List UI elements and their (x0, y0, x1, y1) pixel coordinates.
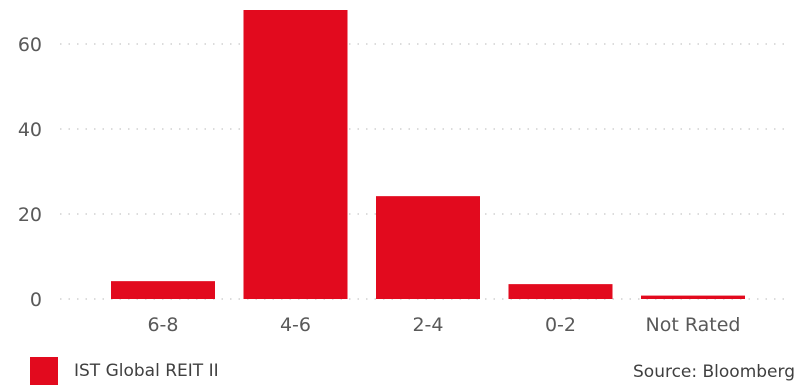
bar (111, 281, 215, 299)
x-tick-label: 4-6 (280, 314, 311, 336)
x-tick-label: Not Rated (646, 314, 741, 336)
legend-label: IST Global REIT II (74, 361, 219, 381)
x-axis-ticks: 6-8 4-6 2-4 0-2 Not Rated (147, 314, 740, 336)
y-tick-label: 20 (18, 204, 42, 226)
x-tick-label: 2-4 (412, 314, 443, 336)
x-tick-label: 0-2 (545, 314, 576, 336)
legend: IST Global REIT II (30, 357, 219, 385)
y-axis-ticks: 0 20 40 60 (18, 34, 42, 311)
source-note: Source: Bloomberg (633, 362, 795, 382)
x-tick-label: 6-8 (147, 314, 178, 336)
bar (641, 295, 745, 299)
bar-chart: 0 20 40 60 6-8 4-6 2-4 0-2 Not Rated (18, 10, 790, 336)
y-tick-label: 60 (18, 34, 42, 56)
bars (111, 10, 745, 299)
y-tick-label: 40 (18, 119, 42, 141)
legend-swatch (30, 357, 58, 385)
bar (508, 284, 613, 299)
y-tick-label: 0 (30, 289, 42, 311)
bar (243, 10, 348, 299)
bar (376, 196, 480, 299)
